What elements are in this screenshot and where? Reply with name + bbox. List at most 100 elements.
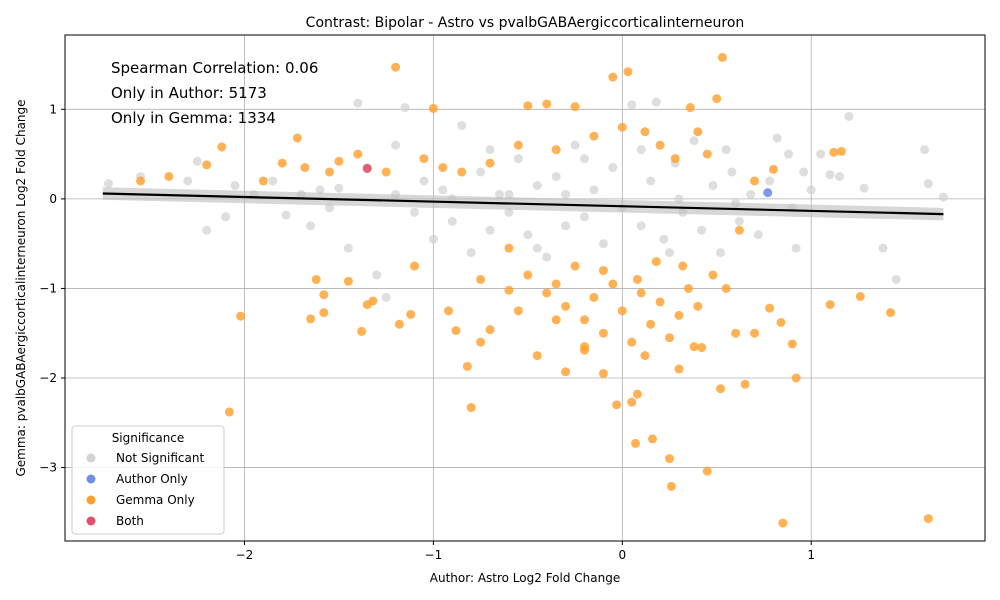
not-significant-point: [324, 203, 334, 213]
gemma-only-point: [708, 270, 718, 280]
gemma-only-point: [648, 434, 658, 444]
gemma-only-point: [617, 122, 627, 132]
gemma-only-point: [665, 454, 675, 464]
legend-label-author-only: Author Only: [116, 472, 188, 486]
gemma-only-point: [886, 308, 896, 318]
gemma-only-point: [612, 400, 622, 410]
gemma-only-point: [319, 308, 329, 318]
gemma-only-point: [632, 389, 642, 399]
gemma-only-point: [277, 158, 287, 168]
not-significant-point: [466, 248, 476, 258]
not-significant-point: [306, 221, 316, 231]
gemma-only-point: [712, 94, 722, 104]
gemma-only-point: [683, 283, 693, 293]
not-significant-point: [183, 176, 193, 186]
gemma-only-point: [855, 292, 865, 302]
not-significant-point: [859, 183, 869, 193]
legend-label-both: Both: [116, 514, 144, 528]
not-significant-point: [315, 185, 325, 195]
not-significant-point: [636, 221, 646, 231]
legend-title: Significance: [112, 431, 185, 445]
not-significant-point: [485, 225, 495, 235]
gemma-only-point: [651, 257, 661, 267]
not-significant-point: [457, 120, 467, 130]
gemma-only-point: [476, 337, 486, 347]
gemma-only-point: [406, 309, 416, 319]
gemma-only-point: [570, 261, 580, 271]
gemma-only-point: [542, 99, 552, 109]
both-points: [362, 163, 372, 173]
spearman-annotation: Spearman Correlation: 0.06: [111, 59, 318, 77]
not-significant-point: [646, 176, 656, 186]
not-significant-point: [476, 167, 486, 177]
gemma-only-point: [580, 342, 590, 352]
legend-box: [71, 425, 225, 535]
gemma-only-point: [542, 288, 552, 298]
not-significant-point: [447, 216, 457, 226]
gemma-only-point: [202, 160, 212, 170]
gemma-only-point: [419, 154, 429, 164]
gemma-only-point: [353, 149, 363, 159]
not-significant-point: [561, 189, 571, 199]
not-significant-point: [400, 103, 410, 113]
legend: Significance Not Significant Author Only…: [71, 425, 225, 535]
not-significant-point: [281, 210, 291, 220]
not-significant-point: [570, 140, 580, 150]
gemma-only-point: [319, 290, 329, 300]
gemma-only-point: [632, 274, 642, 284]
not-significant-point: [334, 183, 344, 193]
gemma-only-point: [640, 127, 650, 137]
gemma-only-point: [258, 176, 268, 186]
gemma-only-point: [292, 133, 302, 143]
gemma-only-point: [829, 147, 839, 157]
not-significant-point: [923, 179, 933, 189]
not-significant-point: [532, 180, 542, 190]
not-significant-point: [103, 179, 113, 189]
not-significant-point: [920, 145, 930, 155]
gemma-only-point: [598, 328, 608, 338]
not-significant-point: [627, 100, 637, 110]
gemma-only-point: [443, 306, 453, 316]
gemma-only-point: [485, 158, 495, 168]
gemma-only-point: [311, 274, 321, 284]
regression-line-group: [102, 187, 944, 221]
not-significant-point: [799, 167, 809, 177]
not-significant-point: [551, 172, 561, 182]
legend-label-gemma-only: Gemma Only: [116, 493, 195, 507]
not-significant-point: [542, 252, 552, 262]
gemma-only-point: [561, 367, 571, 377]
x-tick-label: −1: [425, 548, 443, 562]
stats-annotations: Spearman Correlation: 0.06 Only in Autho…: [111, 59, 318, 127]
gemma-only-point: [136, 176, 146, 186]
not-significant-point: [772, 133, 782, 143]
not-significant-point: [721, 145, 731, 155]
gemma-only-point: [655, 297, 665, 307]
not-significant-point: [844, 111, 854, 121]
not-significant-point: [689, 136, 699, 146]
gemma-only-point: [627, 397, 637, 407]
gemma-only-point: [608, 279, 618, 289]
gemma-only-point: [836, 146, 846, 156]
gemma-only-point: [551, 279, 561, 289]
gemma-only-point: [740, 379, 750, 389]
not-significant-point: [835, 172, 845, 182]
gemma-only-point: [551, 145, 561, 155]
gemma-only-point: [394, 319, 404, 329]
gemma-only-point: [485, 325, 495, 335]
gemma-only-point: [693, 127, 703, 137]
gemma-only-point: [670, 154, 680, 164]
gemma-only-point: [466, 403, 476, 413]
y-tick-label: −3: [39, 461, 57, 475]
not-significant-point: [651, 97, 661, 107]
not-significant-point: [825, 170, 835, 180]
not-significant-point: [608, 163, 618, 173]
y-tick-label: 1: [49, 102, 57, 116]
gemma-only-point: [217, 142, 227, 152]
gemma-only-point: [674, 364, 684, 374]
not-significant-point: [938, 192, 948, 202]
gemma-only-point: [357, 326, 367, 336]
not-significant-point: [636, 145, 646, 155]
gemma-only-point: [617, 306, 627, 316]
gemma-only-point: [551, 315, 561, 325]
